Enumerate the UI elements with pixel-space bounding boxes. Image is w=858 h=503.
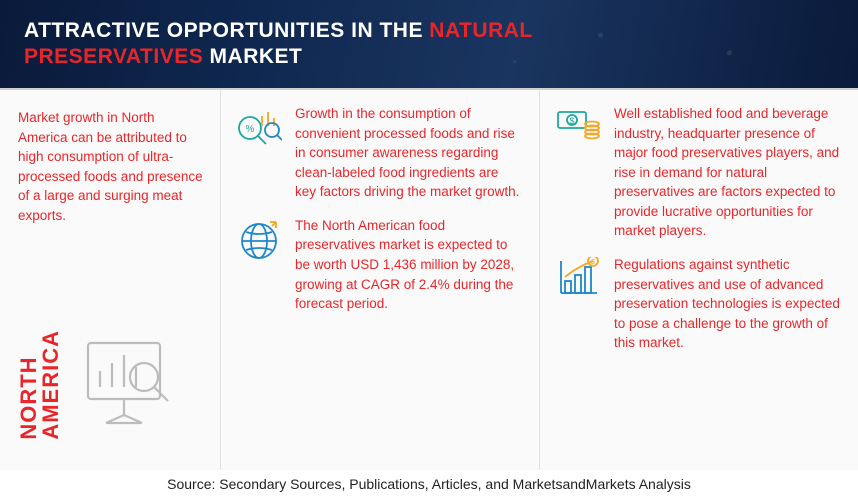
svg-text:%: % (246, 124, 255, 135)
info-text-right-1: Well established food and beverage indus… (614, 104, 840, 241)
right-column: $ Well established food and beverage ind… (539, 90, 858, 470)
info-block-right-2: $ Regulations against synthetic preserva… (554, 255, 840, 353)
header-title: ATTRACTIVE OPPORTUNITIES IN THE NATURAL … (24, 18, 834, 71)
money-coins-icon: $ (554, 104, 602, 146)
middle-column: % Growth in the consumption of convenien… (220, 90, 539, 470)
globe-icon (235, 216, 283, 264)
svg-text:$: $ (591, 259, 595, 266)
info-text-right-2: Regulations against synthetic preservati… (614, 255, 840, 353)
title-highlight-1: NATURAL (429, 19, 532, 42)
left-summary-text: Market growth in North America can be at… (18, 108, 204, 225)
header-banner: ATTRACTIVE OPPORTUNITIES IN THE NATURAL … (0, 0, 858, 88)
left-visual-block: NORTH AMERICA (18, 330, 204, 458)
chart-search-icon: % (235, 104, 283, 152)
title-suffix: MARKET (203, 45, 302, 68)
title-highlight-2: PRESERVATIVES (24, 45, 203, 68)
title-prefix: ATTRACTIVE OPPORTUNITIES IN THE (24, 19, 429, 42)
info-text-mid-2: The North American food preservatives ma… (295, 216, 521, 314)
info-block-right-1: $ Well established food and beverage ind… (554, 104, 840, 241)
source-attribution: Source: Secondary Sources, Publications,… (0, 470, 858, 492)
info-text-mid-1: Growth in the consumption of convenient … (295, 104, 521, 202)
chart-dollar-icon: $ (554, 255, 602, 299)
presentation-chart-icon (78, 335, 178, 436)
info-block-mid-2: The North American food preservatives ma… (235, 216, 521, 314)
region-label: NORTH AMERICA (18, 330, 62, 440)
content-grid: Market growth in North America can be at… (0, 90, 858, 470)
svg-text:$: $ (569, 116, 574, 126)
region-line2: AMERICA (38, 330, 63, 440)
left-column: Market growth in North America can be at… (0, 90, 220, 470)
info-block-mid-1: % Growth in the consumption of convenien… (235, 104, 521, 202)
